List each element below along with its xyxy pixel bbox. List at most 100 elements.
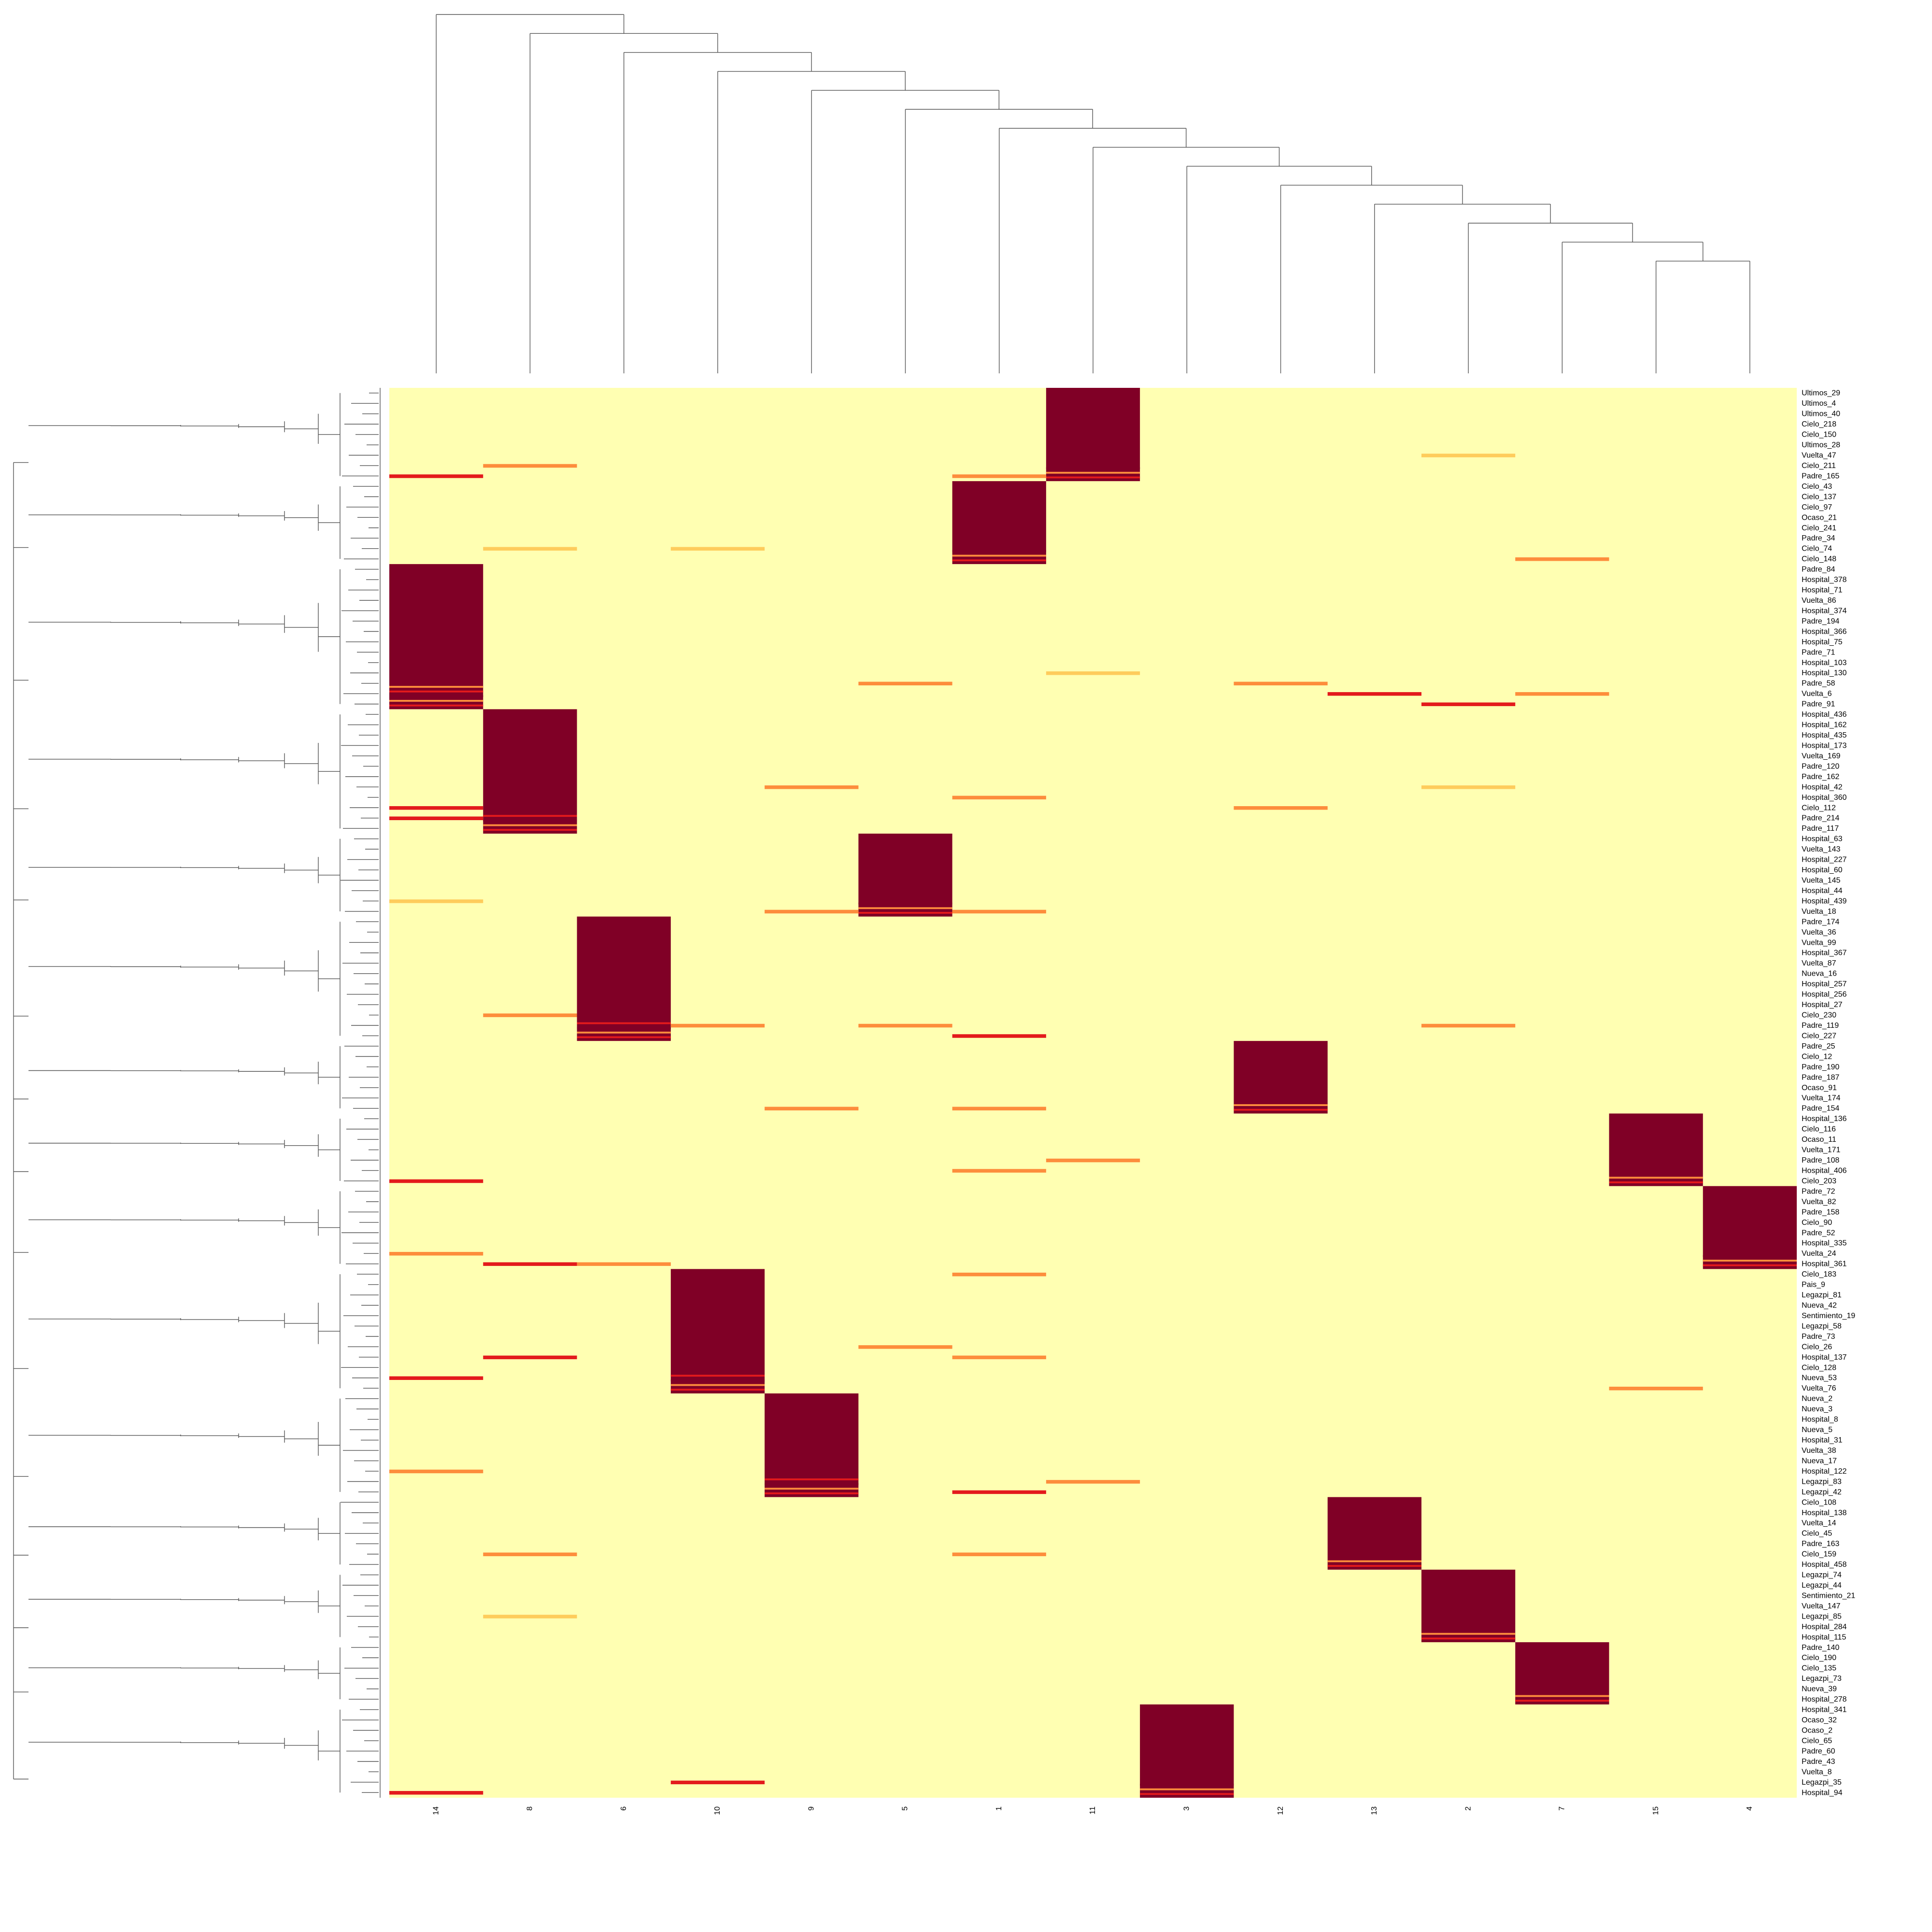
row-label: Padre_140 bbox=[1802, 1644, 1839, 1652]
row-label: Ocaso_21 bbox=[1802, 513, 1837, 522]
heatmap-stripe bbox=[1609, 1177, 1703, 1179]
heatmap-cell bbox=[389, 1376, 483, 1380]
heatmap-stripe bbox=[670, 1384, 765, 1386]
heatmap-block-cluster-3 bbox=[1140, 1704, 1234, 1798]
row-label: Sentimiento_21 bbox=[1802, 1591, 1855, 1600]
column-label: 8 bbox=[526, 1806, 534, 1811]
row-label: Vuelta_18 bbox=[1802, 908, 1836, 916]
row-label: Hospital_278 bbox=[1802, 1695, 1847, 1704]
row-label: Cielo_190 bbox=[1802, 1654, 1836, 1662]
row-label: Hospital_458 bbox=[1802, 1561, 1847, 1569]
heatmap-stripe bbox=[389, 686, 483, 688]
heatmap-cell bbox=[1234, 806, 1328, 810]
row-label: Legazpi_81 bbox=[1802, 1291, 1842, 1299]
heatmap-cell bbox=[483, 464, 577, 468]
heatmap-cell bbox=[1046, 671, 1140, 675]
row-label: Hospital_75 bbox=[1802, 638, 1843, 646]
heatmap-stripe bbox=[1703, 1264, 1797, 1266]
heatmap-cell bbox=[765, 785, 859, 789]
row-label: Vuelta_171 bbox=[1802, 1146, 1840, 1154]
heatmap-stripe bbox=[389, 695, 483, 697]
heatmap-cell bbox=[389, 1791, 483, 1795]
heatmap-cell bbox=[1234, 682, 1328, 685]
heatmap-background bbox=[389, 388, 1797, 1798]
row-label: Cielo_159 bbox=[1802, 1550, 1836, 1559]
row-label: Hospital_406 bbox=[1802, 1166, 1847, 1175]
row-label: Vuelta_8 bbox=[1802, 1768, 1832, 1776]
heatmap-cell bbox=[670, 1023, 765, 1028]
row-label: Legazpi_35 bbox=[1802, 1778, 1842, 1787]
row-label: Ultimos_29 bbox=[1802, 389, 1840, 398]
row-label: Nueva_53 bbox=[1802, 1374, 1837, 1382]
row-label: Vuelta_24 bbox=[1802, 1250, 1836, 1258]
row-label: Padre_190 bbox=[1802, 1063, 1839, 1071]
row-label: Hospital_94 bbox=[1802, 1789, 1843, 1797]
column-labels: 14 8 6 10 9 5 1 11 3 12 13 2 7 15 4 bbox=[432, 1806, 1754, 1815]
heatmap-cell bbox=[483, 1262, 577, 1266]
heatmap-stripe bbox=[483, 819, 577, 822]
row-label: Cielo_203 bbox=[1802, 1177, 1836, 1185]
row-label: Hospital_284 bbox=[1802, 1623, 1847, 1631]
heatmap-stripe bbox=[1234, 1108, 1328, 1111]
heatmap-stripe bbox=[1327, 1560, 1421, 1563]
heatmap-cell bbox=[952, 909, 1046, 914]
heatmap-cell bbox=[483, 1552, 577, 1556]
heatmap-stripe bbox=[1609, 1181, 1703, 1183]
heatmap-stripe bbox=[1515, 1695, 1609, 1697]
row-label: Legazpi_58 bbox=[1802, 1322, 1842, 1330]
heatmap-cell bbox=[1327, 692, 1421, 696]
heatmap-cell bbox=[765, 909, 859, 914]
row-label: Cielo_97 bbox=[1802, 503, 1832, 511]
heatmap-cell bbox=[952, 1169, 1046, 1173]
heatmap-cell bbox=[952, 1355, 1046, 1360]
row-label: Padre_119 bbox=[1802, 1022, 1839, 1030]
row-label: Cielo_230 bbox=[1802, 1011, 1836, 1020]
row-label: Hospital_378 bbox=[1802, 576, 1847, 584]
row-label: Padre_117 bbox=[1802, 824, 1839, 833]
row-label: Padre_120 bbox=[1802, 762, 1839, 770]
row-label: Vuelta_76 bbox=[1802, 1384, 1836, 1392]
row-label: Hospital_374 bbox=[1802, 607, 1847, 615]
heatmap-stripe bbox=[858, 907, 952, 909]
heatmap-cell bbox=[952, 1107, 1046, 1110]
row-label: Padre_71 bbox=[1802, 648, 1835, 656]
heatmap-cell bbox=[483, 1355, 577, 1360]
column-label: 9 bbox=[807, 1806, 815, 1811]
heatmap-stripe bbox=[765, 1478, 859, 1480]
heatmap-cell bbox=[1046, 1480, 1140, 1484]
heatmap-cell bbox=[670, 1780, 765, 1785]
heatmap-block-cluster-12 bbox=[1234, 1041, 1328, 1114]
row-label: Cielo_65 bbox=[1802, 1737, 1832, 1745]
heatmap-stripe bbox=[1703, 1255, 1797, 1257]
heatmap-stripe bbox=[1703, 1260, 1797, 1262]
row-label: Padre_163 bbox=[1802, 1540, 1839, 1548]
row-label: Cielo_45 bbox=[1802, 1530, 1832, 1538]
row-label: Ultimos_4 bbox=[1802, 399, 1836, 408]
row-label: Vuelta_99 bbox=[1802, 938, 1836, 947]
row-label: Legazpi_42 bbox=[1802, 1488, 1842, 1496]
heatmap-stripe bbox=[577, 1022, 671, 1024]
row-label: Padre_73 bbox=[1802, 1333, 1835, 1341]
heatmap-cell bbox=[952, 1552, 1046, 1556]
row-label: Padre_214 bbox=[1802, 814, 1839, 823]
heatmap-block-cluster-13 bbox=[1327, 1497, 1421, 1570]
heatmap-stripe bbox=[389, 700, 483, 702]
heatmap-cell bbox=[952, 1034, 1046, 1038]
row-label: Cielo_43 bbox=[1802, 483, 1832, 491]
column-label: 15 bbox=[1652, 1806, 1660, 1815]
row-label: Legazpi_85 bbox=[1802, 1612, 1842, 1620]
row-label: Padre_154 bbox=[1802, 1105, 1839, 1113]
row-label: Cielo_150 bbox=[1802, 431, 1836, 439]
row-label: Hospital_436 bbox=[1802, 710, 1847, 719]
row-label: Hospital_361 bbox=[1802, 1260, 1847, 1268]
heatmap-cell bbox=[1515, 692, 1609, 696]
heatmap-stripe bbox=[577, 1027, 671, 1029]
row-label: Ocaso_11 bbox=[1802, 1136, 1836, 1144]
heatmap-block-cluster-15 bbox=[1609, 1113, 1703, 1186]
row-label: Cielo_241 bbox=[1802, 524, 1836, 532]
heatmap-cell bbox=[1421, 1023, 1516, 1028]
row-label: Padre_43 bbox=[1802, 1758, 1835, 1766]
row-label: Vuelta_169 bbox=[1802, 752, 1840, 760]
column-label: 7 bbox=[1558, 1806, 1566, 1811]
